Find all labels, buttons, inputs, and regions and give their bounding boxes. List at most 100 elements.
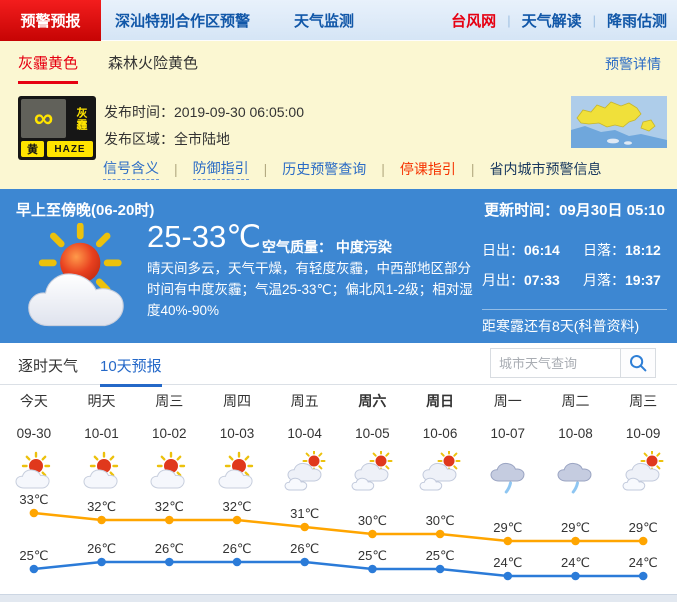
forecast-day-column-10-03[interactable]: 周四 10-03	[203, 391, 271, 491]
nav-right-links: 台风网 | 天气解读 | 降雨估测	[451, 0, 667, 41]
day-date: 10-07	[490, 426, 526, 441]
link-history-warning-query[interactable]: 历史预警查询	[282, 161, 367, 177]
air-quality: 空气质量： 中度污染	[262, 239, 392, 255]
day-name: 周五	[290, 393, 319, 409]
forecast-day-column-10-01[interactable]: 明天 10-01	[68, 391, 136, 491]
alert-region-map[interactable]	[571, 96, 667, 148]
tab-hourly-weather[interactable]: 逐时天气	[18, 358, 79, 375]
svg-text:25℃: 25℃	[358, 548, 387, 563]
forecast-day-column-10-07[interactable]: 周一 10-07	[474, 391, 542, 494]
light-rain-icon	[557, 462, 592, 494]
forecast-day-column-10-08[interactable]: 周二 10-08	[542, 391, 610, 494]
day-date: 10-05	[355, 426, 390, 441]
day-weather-icon-wrap	[406, 451, 474, 491]
alert-tab-haze-yellow[interactable]: 灰霾黄色	[18, 52, 79, 84]
nav-links: 深汕特别合作区预警 天气监测	[115, 0, 354, 41]
divider: |	[174, 161, 178, 177]
day-name: 周三	[629, 393, 658, 409]
search-icon	[630, 355, 647, 372]
nav-link-rainfall-estimate[interactable]: 降雨估测	[606, 13, 667, 30]
forecast-section: 逐时天气 10天预报 今天 09-30 明天 10-01 周三 10-02 周四 10-…	[0, 343, 677, 595]
forecast-day-column-10-04[interactable]: 周五 10-04	[271, 391, 339, 491]
forecast-day-column-09-30[interactable]: 今天 09-30	[0, 391, 68, 491]
link-province-city-warnings[interactable]: 省内城市预警信息	[489, 161, 602, 177]
day-date: 09-30	[16, 426, 52, 441]
city-search-input[interactable]	[491, 349, 620, 377]
day-date: 10-09	[625, 426, 661, 441]
day-name: 周三	[155, 393, 184, 409]
alert-detail-link[interactable]: 预警详情	[605, 56, 661, 72]
day-weather-icon-wrap	[68, 451, 136, 491]
sun-cloud-icon	[218, 451, 254, 489]
alert-links-row: 信号含义 | 防御指引 | 历史预警查询 | 停课指引 | 省内城市预警信息	[103, 158, 602, 180]
svg-text:32℃: 32℃	[155, 499, 184, 514]
day-name: 今天	[19, 393, 48, 409]
cloud-sun-icon	[419, 451, 461, 491]
day-weather-icon-wrap	[135, 451, 203, 491]
alert-tab-forest-fire-yellow[interactable]: 森林火险黄色	[108, 55, 199, 72]
nav-link-typhoon-net[interactable]: 台风网	[451, 13, 497, 30]
link-defense-guide[interactable]: 防御指引	[192, 158, 249, 180]
sun-cloud-icon	[83, 451, 118, 489]
forecast-period-label: 早上至傍晚(06-20时)	[16, 202, 155, 219]
link-class-suspension-guide[interactable]: 停课指引	[399, 161, 456, 177]
day-name: 周四	[222, 393, 251, 409]
nav-tab-warning-forecast[interactable]: 预警预报	[0, 0, 101, 41]
low-temp-series: 25℃ 26℃ 26℃ 26℃ 26℃ 25℃ 25℃ 24℃ 24℃ 24℃	[19, 541, 658, 581]
day-weather-icon-wrap	[339, 451, 407, 491]
temp-range: 25-33℃	[147, 219, 262, 254]
day-name: 明天	[87, 393, 116, 409]
nav-link-weather-monitoring[interactable]: 天气监测	[294, 13, 355, 30]
weather-description: 晴天间多云，天气干燥，有轻度灰霾，中西部地区部分时间有中度灰霾；气温25-33℃…	[147, 261, 473, 318]
day-date: 10-08	[558, 426, 593, 441]
forecast-day-column-10-05[interactable]: 周六 10-05	[339, 391, 407, 491]
alert-section: 灰霾黄色 森林火险黄色 预警详情 ∞ 灰霾 黄 HAZE 发布时间：2019-0…	[0, 41, 677, 189]
haze-level-yellow: 黄	[21, 141, 44, 157]
svg-text:30℃: 30℃	[426, 513, 455, 528]
haze-infinity-symbol: ∞	[21, 99, 66, 138]
sun-cloud-icon	[150, 451, 186, 489]
svg-text:25℃: 25℃	[19, 548, 48, 563]
forecast-day-column-10-09[interactable]: 周三 10-09	[609, 391, 677, 491]
svg-text:29℃: 29℃	[561, 520, 590, 535]
alert-tabs: 灰霾黄色 森林火险黄色	[18, 52, 198, 84]
search-button[interactable]	[620, 349, 655, 377]
update-time: 更新时间：09月30日 05:10	[484, 202, 665, 219]
divider: |	[592, 13, 596, 28]
svg-text:24℃: 24℃	[629, 555, 658, 570]
day-weather-icon-wrap	[203, 451, 271, 491]
light-rain-icon	[490, 462, 525, 494]
svg-text:29℃: 29℃	[493, 520, 522, 535]
day-weather-icon-wrap	[542, 451, 610, 494]
divider: |	[381, 161, 385, 177]
moonrise-time: 月出：07:33	[482, 272, 560, 288]
solar-term-note[interactable]: 距寒露还有8天(科普资料)	[482, 318, 640, 334]
day-name: 周二	[561, 393, 590, 409]
day-date: 10-06	[422, 426, 458, 441]
svg-text:26℃: 26℃	[155, 541, 184, 556]
forecast-tabbar: 逐时天气 10天预报	[0, 343, 677, 387]
publish-area-line: 发布区域：全市陆地	[104, 131, 230, 147]
svg-text:31℃: 31℃	[290, 506, 319, 521]
svg-text:29℃: 29℃	[629, 520, 658, 535]
divider: |	[507, 13, 511, 28]
nav-link-shenshan-coop-zone[interactable]: 深汕特别合作区预警	[115, 13, 251, 30]
top-nav: 预警预报 深汕特别合作区预警 天气监测 台风网 | 天气解读 | 降雨估测	[0, 0, 677, 41]
cloud-sun-icon	[284, 451, 326, 491]
alert-publish-info: 发布时间：2019-09-30 06:05:00 发布区域：全市陆地	[104, 99, 304, 153]
day-name: 周日	[426, 393, 455, 409]
divider	[482, 309, 667, 310]
tab-ten-day-forecast[interactable]: 10天预报	[100, 355, 162, 387]
svg-text:32℃: 32℃	[222, 499, 251, 514]
ten-day-temp-chart: 33℃ 32℃ 32℃ 32℃ 31℃ 30℃ 30℃ 29℃ 29℃ 29℃25℃ 26℃ 26℃ 2…	[19, 492, 658, 581]
forecast-day-column-10-06[interactable]: 周日 10-06	[406, 391, 474, 491]
svg-text:25℃: 25℃	[426, 548, 455, 563]
sun-moon-times: 日出：06:14 日落：18:12 月出：07:33 月落：19:37	[482, 240, 661, 290]
moonset-time: 月落：19:37	[583, 272, 661, 288]
link-signal-meaning[interactable]: 信号含义	[103, 158, 159, 180]
forecast-day-column-10-02[interactable]: 周三 10-02	[135, 391, 203, 491]
cloud-sun-icon	[622, 451, 664, 491]
divider: |	[470, 161, 475, 177]
svg-text:24℃: 24℃	[493, 555, 522, 570]
nav-link-weather-interpretation[interactable]: 天气解读	[521, 13, 582, 30]
